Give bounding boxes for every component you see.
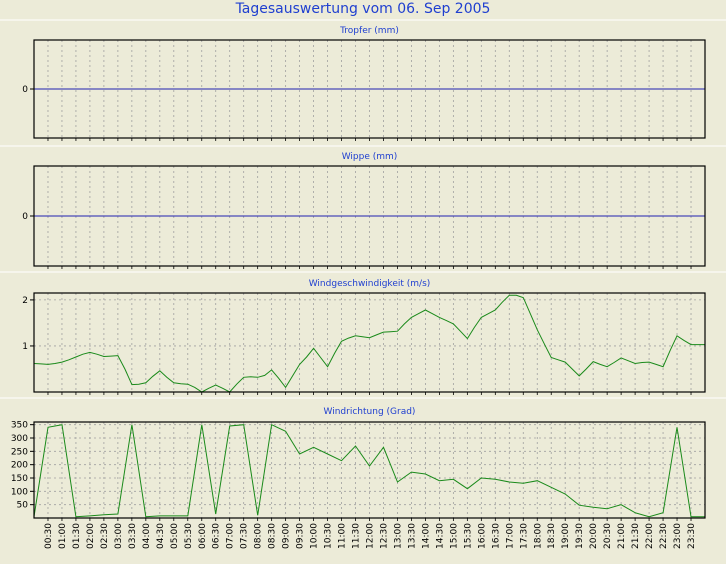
x-tick-label: 19:30 (575, 523, 585, 549)
x-tick-label: 06:30 (212, 523, 222, 549)
x-tick-label: 05:00 (170, 523, 180, 549)
x-tick-label: 22:00 (645, 523, 655, 549)
y-tick-label: 50 (17, 501, 29, 511)
x-tick-label: 01:00 (58, 523, 68, 549)
series-line (33, 423, 705, 518)
chart-panel-2: Wippe (mm) 0 (22, 152, 706, 269)
x-tick-label: 16:00 (477, 523, 487, 549)
y-tick-label: 2 (22, 296, 28, 306)
x-tick-label: 16:30 (491, 523, 501, 549)
y-tick-label: 1 (22, 342, 28, 352)
x-tick-label: 21:00 (617, 523, 627, 549)
x-tick-label: 07:00 (226, 523, 236, 549)
y-tick-label: 100 (11, 487, 28, 497)
x-tick-label: 18:30 (547, 523, 557, 549)
x-tick-label: 12:30 (380, 523, 390, 549)
x-tick-label: 14:00 (421, 523, 431, 549)
x-tick-label: 23:00 (673, 523, 683, 549)
y-tick-label: 150 (11, 474, 28, 484)
x-tick-label: 18:00 (533, 523, 543, 549)
panel-title: Windrichtung (Grad) (324, 407, 416, 417)
x-tick-label: 02:30 (100, 523, 110, 549)
series-line (33, 294, 705, 393)
x-tick-label: 10:30 (324, 523, 334, 549)
x-tick-label: 00:30 (44, 523, 54, 549)
page-title: Tagesauswertung vom 06. Sep 2005 (235, 1, 491, 17)
plot-area (34, 293, 705, 392)
x-tick-label: 22:30 (659, 523, 669, 549)
y-tick-label: 250 (11, 447, 28, 457)
x-tick-label: 17:30 (519, 523, 529, 549)
x-tick-label: 01:30 (72, 523, 82, 549)
x-tick-label: 09:30 (296, 523, 306, 549)
chart-panel-3: Windgeschwindigkeit (m/s) 2 1 (22, 279, 706, 395)
panel-title: Wippe (mm) (342, 152, 398, 162)
x-tick-label: 12:00 (366, 523, 376, 549)
x-tick-label: 08:30 (268, 523, 278, 549)
x-tick-label: 11:30 (352, 523, 362, 549)
x-tick-label: 04:30 (156, 523, 166, 549)
x-tick-label: 03:30 (128, 523, 138, 549)
x-tick-label: 04:00 (142, 523, 152, 549)
x-tick-label: 06:00 (198, 523, 208, 549)
x-tick-label: 20:00 (589, 523, 599, 549)
x-tick-label: 20:30 (603, 523, 613, 549)
x-tick-label: 15:30 (463, 523, 473, 549)
x-tick-label: 13:30 (407, 523, 417, 549)
x-tick-label: 14:30 (435, 523, 445, 549)
y-tick-label: 200 (11, 461, 28, 471)
x-tick-label: 07:30 (240, 523, 250, 549)
x-tick-label: 21:30 (631, 523, 641, 549)
x-tick-label: 15:00 (449, 523, 459, 549)
y-tick-label: 300 (11, 434, 28, 444)
x-tick-label: 19:00 (561, 523, 571, 549)
panel-title: Windgeschwindigkeit (m/s) (309, 279, 431, 289)
y-tick-label: 0 (22, 212, 28, 222)
x-tick-label: 13:00 (394, 523, 404, 549)
x-tick-label: 02:00 (86, 523, 96, 549)
chart-panel-1: Tropfer (mm) 0 (22, 26, 706, 141)
y-tick-label: 0 (22, 85, 28, 95)
x-tick-label: 11:00 (338, 523, 348, 549)
chart-panel-4: Windrichtung (Grad) 350 300 250 200 150 100 50 0… (11, 407, 706, 549)
x-tick-label: 10:00 (310, 523, 320, 549)
x-tick-label: 23:30 (687, 523, 697, 549)
panel-title: Tropfer (mm) (339, 26, 399, 36)
x-tick-label: 08:00 (254, 523, 264, 549)
x-tick-label: 09:00 (282, 523, 292, 549)
y-tick-label: 350 (11, 421, 28, 431)
x-tick-label: 17:00 (505, 523, 515, 549)
x-tick-label: 05:30 (184, 523, 194, 549)
x-tick-label: 03:00 (114, 523, 124, 549)
